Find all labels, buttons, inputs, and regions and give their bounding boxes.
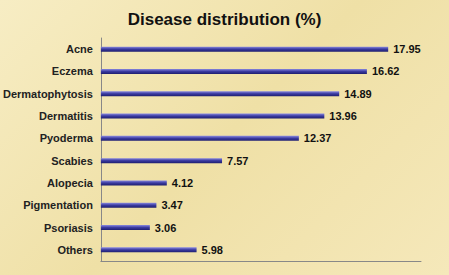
svg-text:Acne: Acne: [66, 43, 93, 55]
svg-text:7.57: 7.57: [227, 155, 248, 167]
svg-text:Disease distribution (%): Disease distribution (%): [128, 10, 322, 29]
svg-text:Dermatitis: Dermatitis: [39, 110, 93, 122]
svg-text:Dermatophytosis: Dermatophytosis: [3, 88, 93, 100]
svg-text:12.37: 12.37: [304, 132, 332, 144]
svg-text:Others: Others: [57, 244, 92, 256]
svg-text:16.62: 16.62: [372, 65, 400, 77]
svg-text:Pyoderma: Pyoderma: [40, 132, 94, 144]
svg-text:17.95: 17.95: [393, 43, 421, 55]
svg-text:14.89: 14.89: [344, 88, 372, 100]
svg-text:Alopecia: Alopecia: [47, 177, 94, 189]
svg-text:13.96: 13.96: [329, 110, 357, 122]
svg-text:5.98: 5.98: [202, 244, 223, 256]
svg-text:3.06: 3.06: [155, 222, 176, 234]
svg-text:Scabies: Scabies: [51, 155, 93, 167]
svg-text:4.12: 4.12: [172, 177, 193, 189]
svg-text:3.47: 3.47: [161, 199, 182, 211]
svg-text:Eczema: Eczema: [52, 65, 94, 77]
svg-text:Psoriasis: Psoriasis: [44, 222, 93, 234]
svg-text:Pigmentation: Pigmentation: [23, 199, 93, 211]
